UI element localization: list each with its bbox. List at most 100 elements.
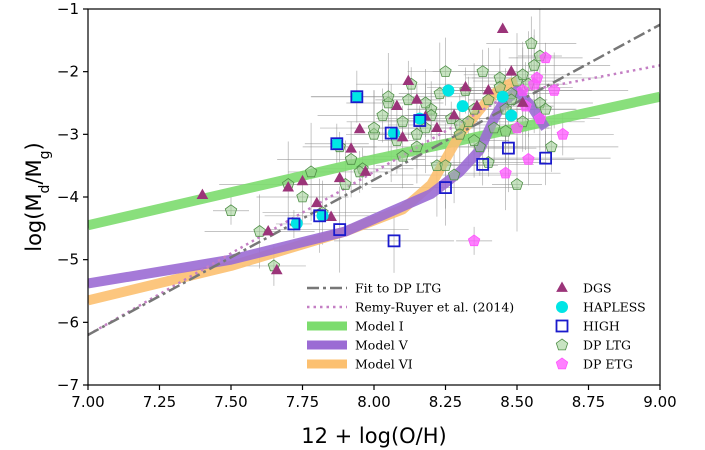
legend-swatch-dp-ltg [555,338,569,351]
point-dp-ltg [396,115,409,128]
point-dp-etg [539,51,552,64]
point-dp-ltg [402,93,415,106]
point-high [387,234,401,248]
point-dgs [359,165,372,176]
y-tick-label: −7 [57,376,79,394]
point-dp-etg [467,234,481,247]
point-dp-etg [530,71,544,84]
point-high [350,90,364,104]
point-dp-ltg [410,140,424,153]
point-dgs [411,93,423,104]
point-dp-ltg [382,90,395,102]
point-high [330,137,344,151]
y-tick-label: −3 [57,125,79,143]
point-dp-ltg [545,140,558,153]
point-dp-etg [522,152,535,165]
y-axis-label: log(Md/Mg) [22,142,53,252]
point-high [439,181,452,195]
point-dp-ltg [296,190,309,203]
x-tick-label: 8.00 [357,393,390,411]
point-dgs [196,188,209,200]
plot-area [88,9,660,385]
x-tick-label: 7.00 [71,393,104,411]
legend-swatch-dp-etg [555,357,569,370]
point-dgs [396,130,409,142]
point-dp-ltg [439,65,452,77]
point-dp-ltg [344,152,358,165]
x-tick-label: 7.75 [286,393,319,411]
point-dgs [431,121,443,132]
point-dgs [353,122,366,134]
point-hapless [456,100,469,113]
point-dp-etg [516,84,529,96]
legend-label-model-i: Model I [355,319,404,334]
point-dgs [505,65,518,76]
point-dp-ltg [396,149,409,162]
y-tick-label: −2 [57,63,79,81]
line-fit-to-dp-ltg [88,23,660,336]
point-dp-etg [548,84,561,96]
point-dp-ltg [510,178,524,190]
line-model-i [88,91,660,231]
x-tick-label: 7.25 [143,393,176,411]
legend-label-dp-ltg: DP LTG [583,338,631,353]
point-hapless [505,109,518,122]
point-dp-ltg [253,225,266,237]
point-hapless [388,127,401,140]
legend: Fit to DP LTG Remy-Ruyer et al. (2014) Mod… [307,281,646,372]
point-high [539,151,552,165]
point-high [384,126,398,140]
point-hapless [496,90,509,103]
point-dp-etg [556,127,569,140]
point-dp-etg [533,112,547,124]
point-high [413,114,427,127]
legend-label-remy-ruyer-et-al-2014: Remy-Ruyer et al. (2014) [355,300,514,315]
point-dp-ltg [376,109,389,121]
data-points [196,22,569,275]
point-dgs [448,109,460,120]
y-tick-label: −5 [57,251,79,269]
y-axis-label-text: log(Md/Mg) [22,142,53,252]
point-high [476,158,490,171]
point-dp-ltg [224,204,238,217]
point-dp-ltg [304,165,318,178]
point-dp-ltg [528,58,541,71]
point-dp-ltg [439,159,452,171]
legend-label-hapless: HAPLESS [583,300,646,315]
point-dgs [459,80,472,92]
point-dgs [296,174,309,186]
point-dp-ltg [447,168,461,181]
point-dp-etg [510,121,524,134]
x-axis-label: 12 + log(O/H) [301,424,446,448]
legend-label-model-vi: Model VI [355,357,413,372]
point-dgs [391,99,403,111]
x-tick-label: 8.75 [572,393,605,411]
x-tick-label: 7.50 [214,393,247,411]
point-dgs [482,83,495,95]
point-dgs [333,171,346,183]
legend-label-high: HIGH [583,319,620,334]
point-dp-ltg [467,134,481,146]
point-high [502,141,515,155]
y-tick-label: −4 [57,188,79,206]
legend-swatch-dgs [556,281,568,292]
y-tick-label: −6 [57,313,79,331]
point-hapless [442,84,455,97]
point-dgs [325,210,337,221]
point-dp-ltg [367,121,381,134]
point-dp-ltg [453,127,466,140]
legend-swatch-hapless [556,301,568,313]
point-dp-ltg [487,121,501,134]
point-high [287,217,301,231]
x-tick-label: 8.50 [500,393,533,411]
point-hapless [316,209,329,222]
point-high [333,223,347,236]
point-high [313,209,327,223]
point-dgs [345,142,357,153]
legend-swatch-high [555,319,569,333]
point-dgs [310,196,323,208]
point-dp-ltg [516,68,529,81]
point-dgs [496,22,509,33]
axis-ticks: 7.00 7.25 7.50 7.75 8.00 8.25 8.50 8.75 9.00 −7 −6… [57,0,677,411]
